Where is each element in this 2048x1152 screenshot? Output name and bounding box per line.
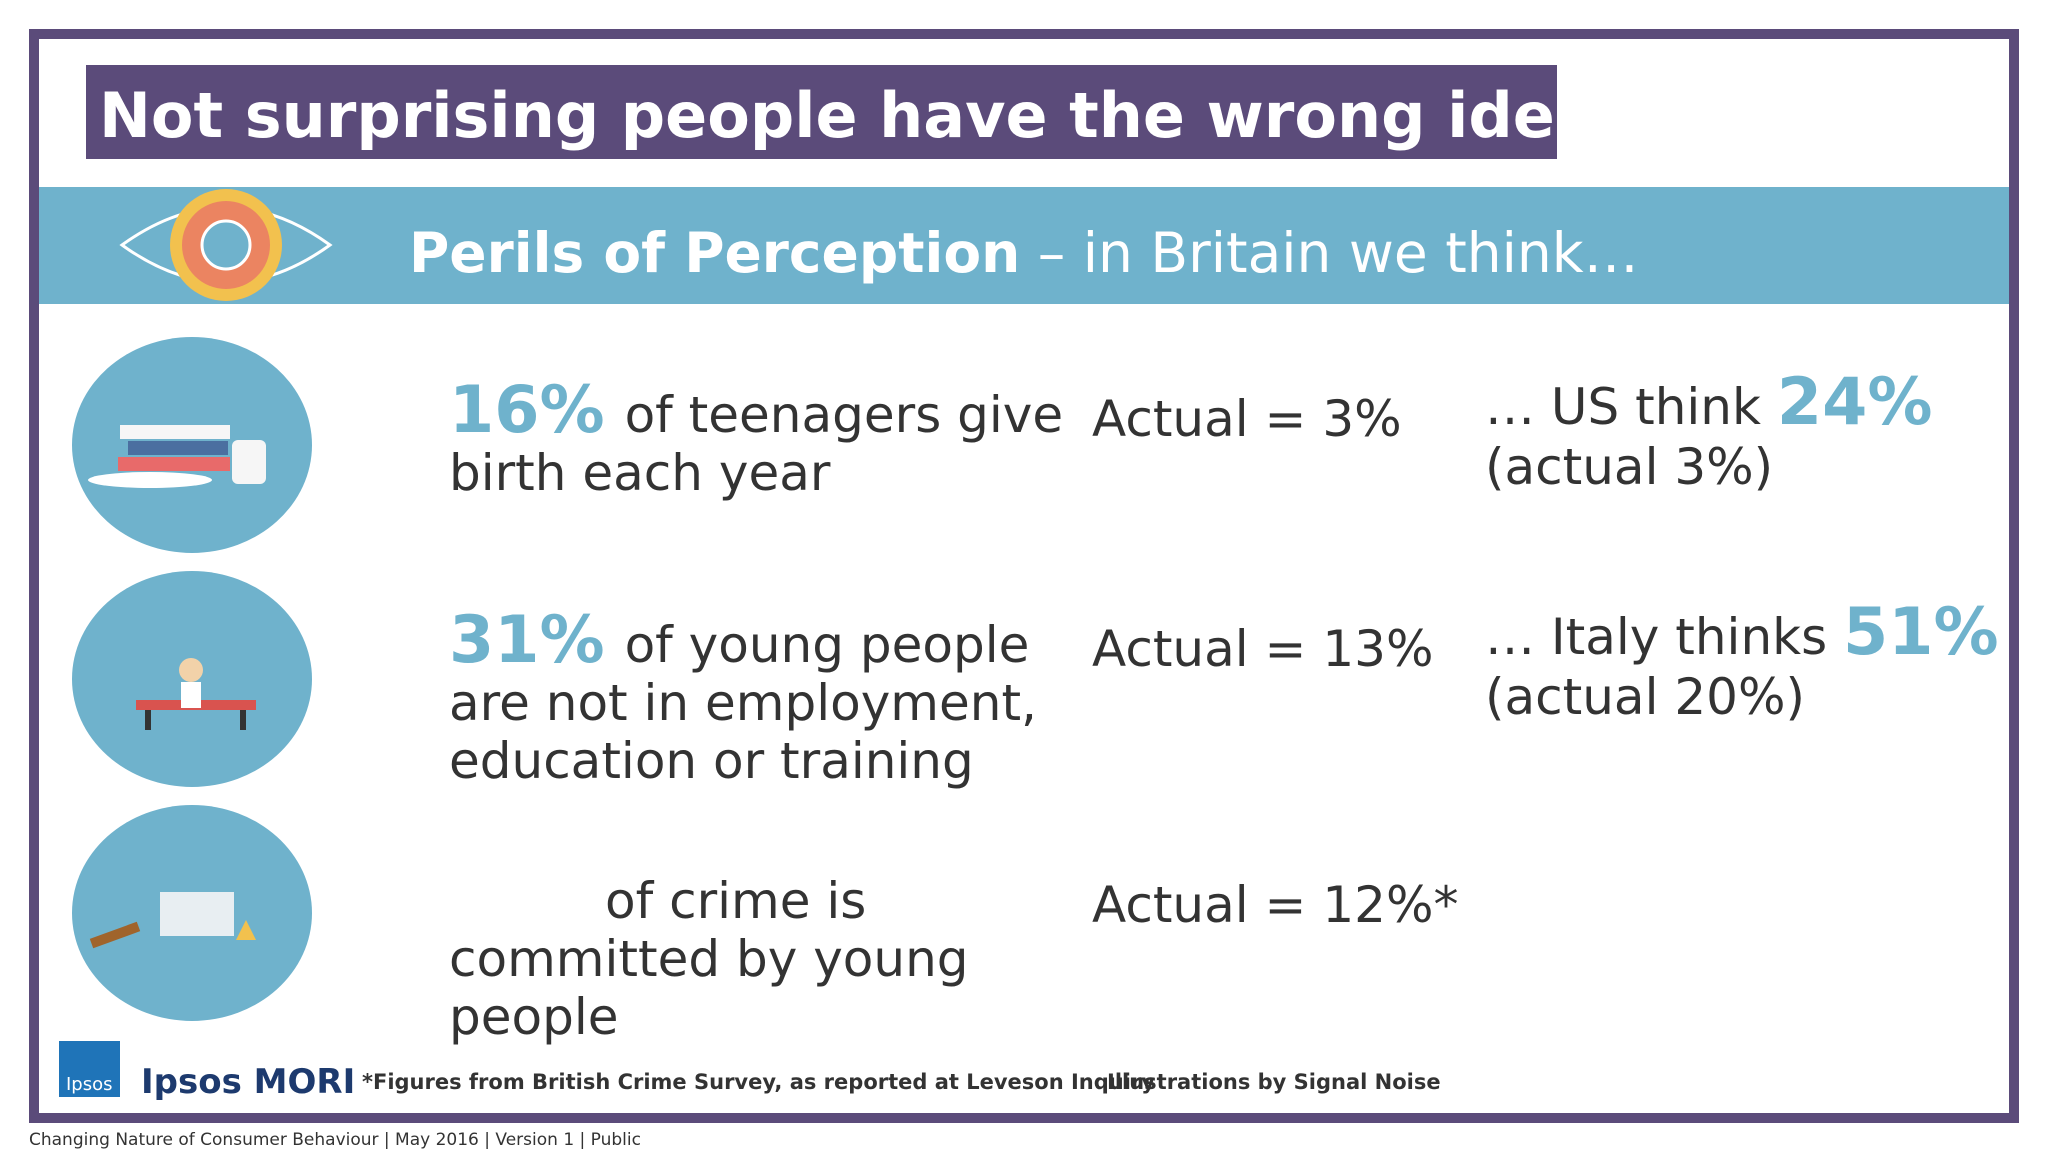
logo-text: Ipsos (66, 1074, 113, 1095)
statement: 31% of young people are not in employment,… (449, 603, 1037, 790)
banner-rest: – in Britain we think… (1020, 221, 1638, 285)
comparison-prefix: … Italy thinks (1485, 608, 1843, 666)
statement-line: education or training (449, 732, 974, 790)
row-icons (72, 337, 312, 1021)
statement: 16% of teenagers give birth each year (449, 373, 1063, 502)
comparison-value: 24% (1777, 365, 1933, 440)
comparison-value: 51% (1843, 595, 1999, 670)
statement-line: of crime is (605, 872, 866, 930)
title: Not surprising people have the wrong ide… (99, 79, 1659, 152)
comparison: … US think 24% (1485, 365, 1932, 440)
credit: Illustrations by Signal Noise (1107, 1070, 1441, 1094)
banner-text: Perils of Perception – in Britain we thi… (409, 221, 1639, 285)
highlight: 16% (449, 373, 605, 448)
actual: Actual = 13% (1092, 620, 1433, 678)
statement-line: committed by young (449, 930, 969, 988)
brand: Ipsos MORI (141, 1062, 355, 1102)
title-box (86, 65, 1557, 159)
actual: Actual = 12%* (1092, 876, 1458, 934)
logo-box (59, 1041, 120, 1097)
highlight: 31% (449, 603, 605, 678)
comparison: … Italy thinks 51% (1485, 595, 1999, 670)
statement: of crime is committed by young people (449, 872, 969, 1046)
eye-icon (119, 189, 333, 301)
statement-line: are not in employment, (449, 674, 1037, 732)
footer: Ipsos Ipsos MORI *Figures from British C… (59, 1041, 1441, 1102)
bottom-line: Changing Nature of Consumer Behaviour | … (29, 1130, 641, 1150)
comparison-note: (actual 3%) (1485, 438, 1773, 496)
comparison-prefix: … US think (1485, 378, 1777, 436)
footnote: *Figures from British Crime Survey, as r… (362, 1070, 1155, 1094)
comparison-note: (actual 20%) (1485, 668, 1805, 726)
rows: 16% of teenagers give birth each year Actua… (449, 365, 1999, 1046)
actual: Actual = 3% (1092, 390, 1402, 448)
statement-line: of young people (625, 616, 1030, 674)
banner (39, 187, 2009, 304)
statement-line: of teenagers give (625, 386, 1064, 444)
statement-line: people (449, 988, 618, 1046)
banner-bold: Perils of Perception (409, 221, 1020, 285)
statement-line: birth each year (449, 444, 831, 502)
